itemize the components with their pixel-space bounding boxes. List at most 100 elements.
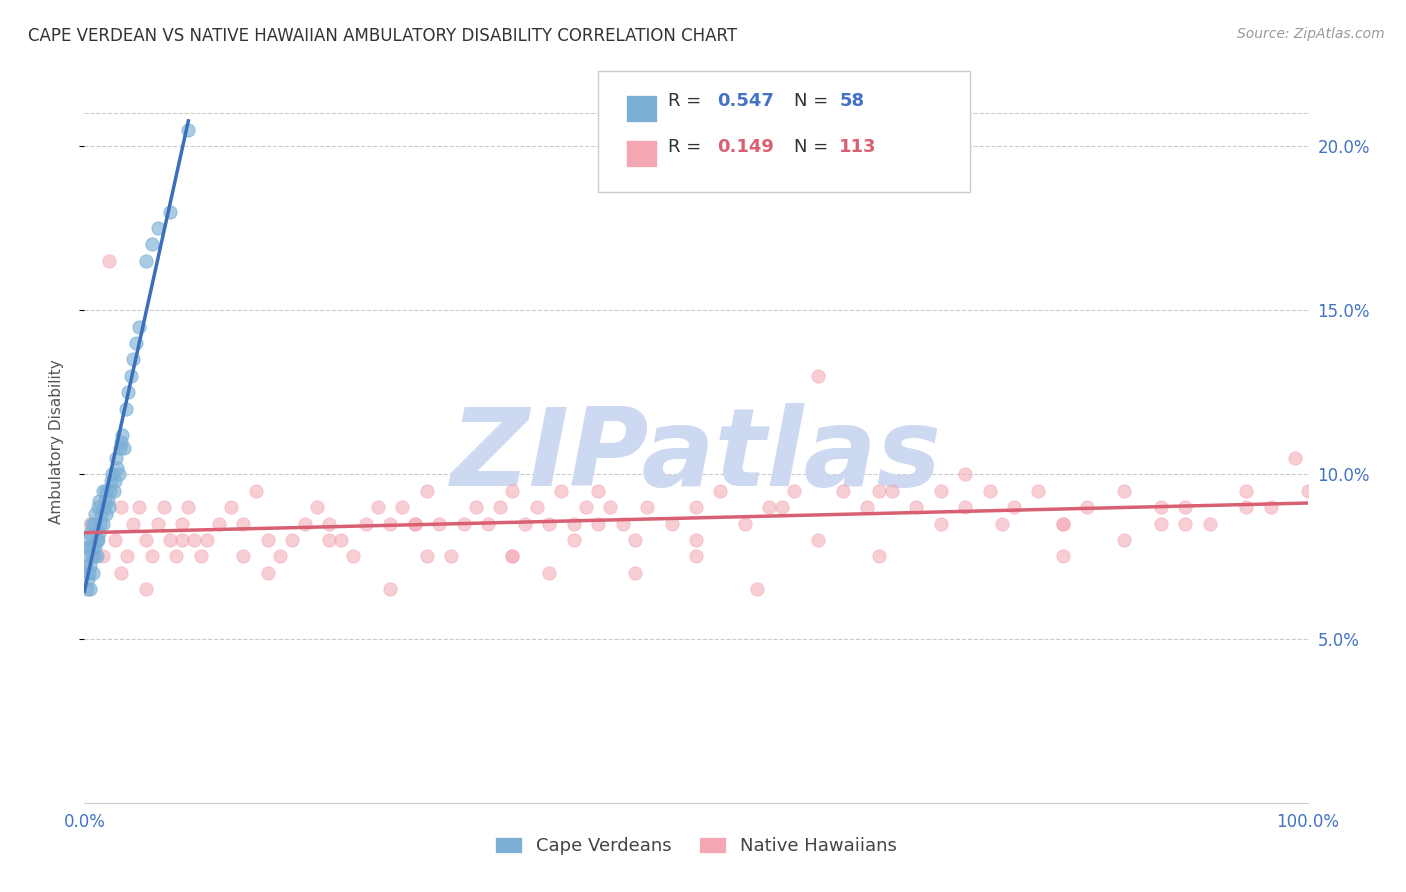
Point (1174, 500, 1197, 515)
Legend: Cape Verdeans, Native Hawaiians: Cape Verdeans, Native Hawaiians (488, 830, 904, 863)
Point (318, 533, 340, 547)
Point (141, 237, 163, 252)
Point (1260, 500, 1282, 515)
Point (513, 516, 536, 531)
Point (83, 549, 105, 564)
Point (91, 516, 114, 531)
Point (979, 483, 1001, 498)
Point (159, 204, 181, 219)
Point (104, 533, 127, 547)
Point (281, 533, 304, 547)
Point (159, 533, 181, 547)
Point (636, 500, 658, 515)
Point (87, 500, 110, 515)
Point (342, 549, 364, 564)
Text: R =: R = (668, 92, 707, 110)
Point (612, 516, 634, 531)
Point (905, 500, 928, 515)
Point (87, 526, 110, 541)
Point (110, 500, 132, 515)
Point (1284, 450, 1306, 465)
Point (172, 533, 194, 547)
Point (79, 582, 101, 597)
Text: R =: R = (668, 138, 707, 156)
Point (77, 573, 100, 587)
Point (112, 441, 135, 455)
Point (294, 516, 316, 531)
Point (427, 516, 450, 531)
Point (146, 221, 169, 235)
Point (135, 582, 157, 597)
Point (77, 566, 100, 580)
Point (880, 483, 903, 498)
Point (153, 500, 176, 515)
Point (82, 566, 104, 580)
Point (354, 516, 377, 531)
Text: N =: N = (794, 92, 834, 110)
Point (1296, 483, 1319, 498)
Point (103, 483, 125, 498)
Point (1076, 500, 1098, 515)
Point (685, 500, 707, 515)
Point (97, 254, 120, 268)
Point (575, 500, 598, 515)
Point (79, 526, 101, 541)
Point (232, 549, 254, 564)
Point (856, 500, 879, 515)
Point (97, 493, 120, 508)
Point (831, 483, 853, 498)
Point (77, 549, 100, 564)
Text: 0.547: 0.547 (717, 92, 773, 110)
Point (110, 434, 132, 449)
Point (489, 500, 512, 515)
Point (165, 549, 187, 564)
Point (219, 500, 242, 515)
Point (195, 533, 218, 547)
Point (734, 516, 756, 531)
Point (562, 516, 585, 531)
Point (502, 549, 524, 564)
Point (1150, 500, 1173, 515)
Point (135, 533, 157, 547)
Point (245, 483, 267, 498)
Point (94, 493, 117, 508)
Point (1028, 483, 1050, 498)
Point (80, 549, 103, 564)
Point (770, 500, 793, 515)
Point (87, 533, 110, 547)
Text: 113: 113 (839, 138, 877, 156)
Point (1002, 500, 1025, 515)
Point (86, 533, 108, 547)
Point (177, 500, 200, 515)
Point (929, 483, 952, 498)
Point (84, 540, 107, 554)
Point (183, 533, 205, 547)
Point (624, 533, 647, 547)
Point (97, 500, 120, 515)
Point (232, 516, 254, 531)
Point (953, 467, 976, 482)
Point (77, 540, 100, 554)
Point (110, 566, 132, 580)
Text: N =: N = (794, 138, 834, 156)
Point (562, 533, 585, 547)
Point (122, 516, 145, 531)
Point (453, 516, 475, 531)
Text: ZIPatlas: ZIPatlas (450, 403, 942, 509)
Point (1150, 516, 1173, 531)
Point (440, 549, 463, 564)
Point (172, 516, 194, 531)
Point (526, 500, 548, 515)
Point (83, 516, 105, 531)
Point (416, 483, 439, 498)
Point (120, 368, 142, 383)
Point (758, 500, 780, 515)
Point (79, 559, 101, 574)
Point (101, 467, 124, 482)
Point (91, 483, 114, 498)
Point (953, 500, 976, 515)
Point (128, 500, 150, 515)
Point (391, 500, 413, 515)
Point (257, 566, 280, 580)
Text: 0.149: 0.149 (717, 138, 773, 156)
